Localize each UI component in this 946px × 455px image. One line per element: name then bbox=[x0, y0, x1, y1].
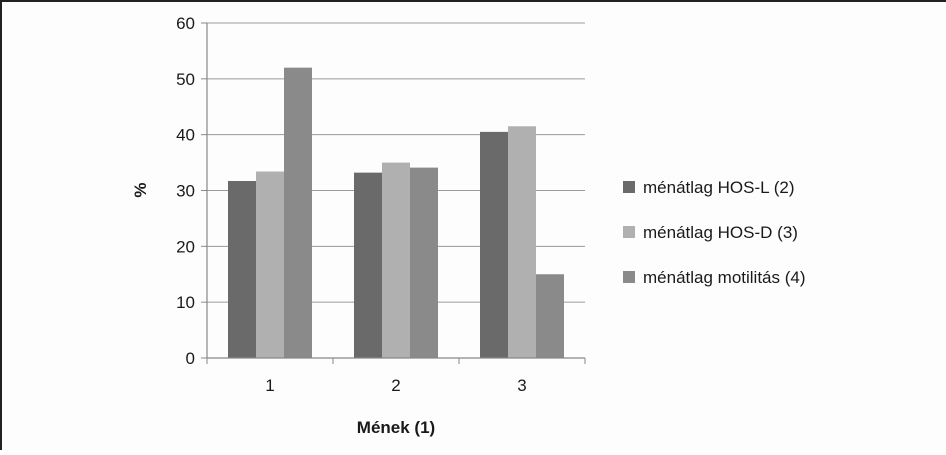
frame-border-left bbox=[0, 0, 2, 450]
bar-1-series-1 bbox=[228, 181, 256, 358]
x-tick-label: 1 bbox=[265, 376, 274, 395]
legend: ménátlag HOS-L (2) ménátlag HOS-D (3) méná… bbox=[623, 178, 806, 287]
bar-2-series-1 bbox=[354, 172, 382, 358]
legend-label: ménátlag HOS-D (3) bbox=[643, 223, 798, 242]
y-tick-label: 10 bbox=[176, 293, 195, 312]
bar-3-series-3 bbox=[536, 274, 564, 358]
y-tick-label: 40 bbox=[176, 126, 195, 145]
frame-border-top bbox=[0, 0, 946, 2]
bar-1-series-3 bbox=[284, 67, 312, 359]
bar-2-series-2 bbox=[382, 162, 410, 358]
legend-label: ménátlag motilitás (4) bbox=[643, 268, 806, 287]
y-tick-label: 50 bbox=[176, 70, 195, 89]
x-tick-label: 2 bbox=[391, 376, 400, 395]
bars bbox=[228, 67, 564, 359]
y-tick-label: 0 bbox=[186, 349, 195, 368]
legend-swatch bbox=[623, 181, 635, 193]
legend-swatch bbox=[623, 226, 635, 238]
y-tick-labels: 0 10 20 30 40 50 60 bbox=[176, 14, 195, 368]
y-tick-label: 60 bbox=[176, 14, 195, 33]
bar-2-series-3 bbox=[410, 167, 438, 358]
bar-3-series-2 bbox=[508, 126, 536, 359]
x-axis-title: Mének (1) bbox=[357, 418, 435, 437]
axes bbox=[206, 23, 585, 359]
bar-1-series-2 bbox=[256, 171, 284, 358]
bar-3-series-1 bbox=[480, 131, 508, 358]
legend-swatch bbox=[623, 271, 635, 283]
x-tick-labels: 1 2 3 bbox=[265, 376, 526, 395]
legend-label: ménátlag HOS-L (2) bbox=[643, 178, 794, 197]
x-tick-label: 3 bbox=[517, 376, 526, 395]
y-tick-label: 30 bbox=[176, 182, 195, 201]
y-axis-title: % bbox=[131, 182, 150, 197]
y-tick-label: 20 bbox=[176, 237, 195, 256]
